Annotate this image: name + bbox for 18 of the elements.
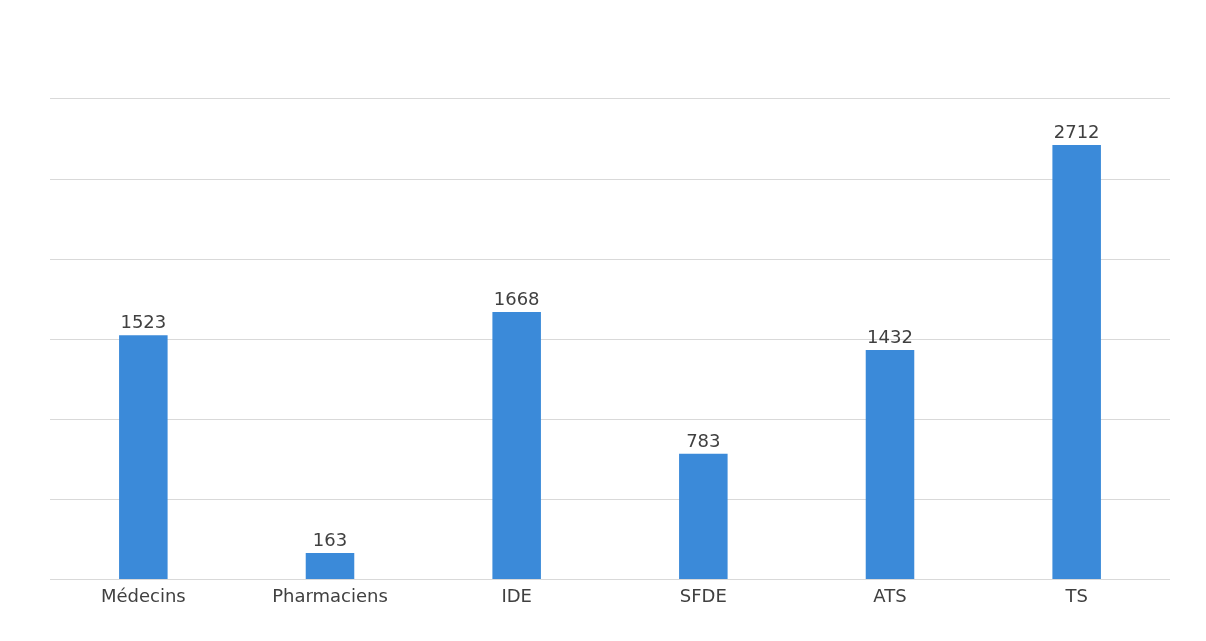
bar — [305, 552, 355, 579]
data-label: 1523 — [120, 311, 167, 333]
data-label: 2712 — [1053, 121, 1100, 143]
x-tick-label: IDE — [501, 584, 532, 606]
bar — [679, 453, 728, 579]
data-label: 783 — [686, 429, 721, 451]
data-label: 163 — [312, 528, 348, 550]
data-label: 1668 — [493, 288, 540, 310]
x-tick-label: Pharmaciens — [272, 584, 388, 606]
bar — [865, 349, 915, 579]
bar — [119, 335, 168, 579]
x-tick-label: SFDE — [679, 584, 727, 606]
x-tick-label: TS — [1064, 584, 1088, 606]
x-tick-label: ATS — [873, 584, 907, 606]
x-tick-label: Médecins — [100, 584, 186, 606]
data-label: 1432 — [867, 325, 913, 347]
bar — [1052, 145, 1101, 579]
bar — [492, 312, 541, 579]
